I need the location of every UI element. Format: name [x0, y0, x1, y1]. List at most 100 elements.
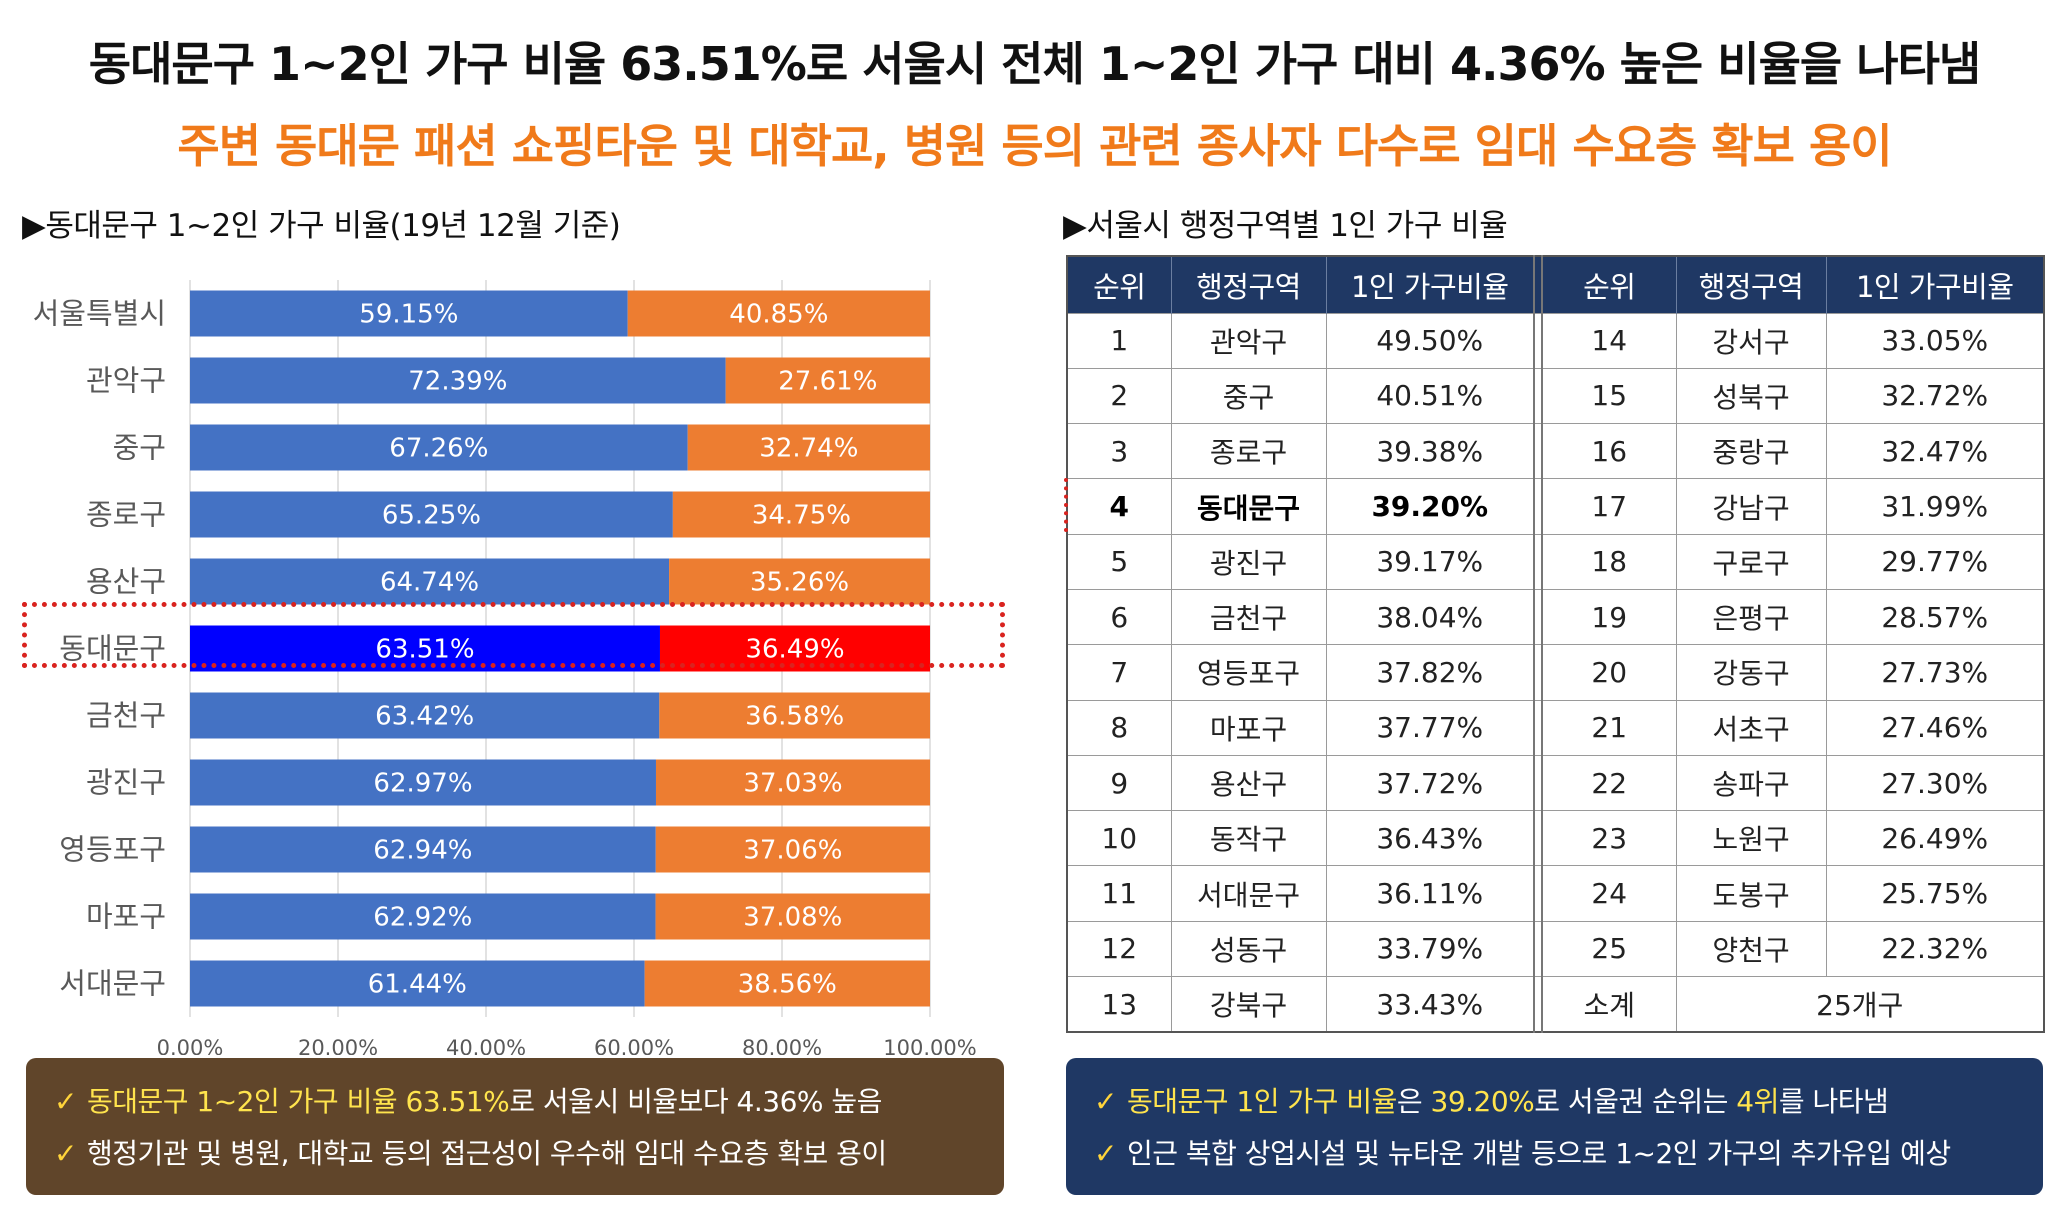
cell-district: 금천구 [1170, 588, 1327, 646]
cell-district: 송파구 [1675, 754, 1827, 812]
cell-rank: 5 [1066, 533, 1172, 590]
x-tick-label: 80.00% [742, 1036, 822, 1055]
table-header-row: 순위 행정구역 1인 가구비율 순위 행정구역 1인 가구비율 [1067, 256, 2045, 313]
cell-rank: 19 [1541, 588, 1677, 646]
data-label-series2: 32.74% [759, 434, 858, 464]
category-label: 영등포구 [59, 833, 166, 867]
data-label-series1: 72.39% [408, 367, 507, 397]
cell-ratio: 38.04% [1325, 588, 1535, 646]
cell-district: 종로구 [1170, 423, 1327, 480]
row-separator [1533, 920, 1543, 978]
row-separator [1533, 754, 1543, 812]
header-rank-2: 순위 [1542, 256, 1677, 313]
data-label-series2: 27.61% [778, 367, 877, 397]
cell-district: 영등포구 [1170, 644, 1327, 701]
bar-series2 [687, 424, 930, 471]
category-label: 서대문구 [59, 967, 166, 1001]
cell-rank: 13 [1066, 976, 1172, 1033]
cell-ratio: 33.43% [1325, 976, 1535, 1033]
summary-text: 행정기관 및 병원, 대학교 등의 접근성이 우수해 임대 수요층 확보 용이 [86, 1137, 887, 1170]
cell-rank: 14 [1541, 312, 1677, 369]
cell-ratio: 36.11% [1325, 865, 1535, 922]
table-row: 10 동작구 36.43% 23 노원구 26.49% [1066, 810, 2045, 867]
category-label: 서울특별시 [33, 297, 166, 331]
cell-ratio: 33.05% [1825, 312, 2045, 369]
cell-ratio: 27.30% [1825, 754, 2045, 812]
cell-rank: 15 [1541, 367, 1677, 425]
cell-ratio: 26.49% [1825, 810, 2045, 867]
data-label-series1: 62.97% [373, 769, 472, 799]
cell-district: 마포구 [1170, 699, 1327, 756]
bar-series2 [659, 692, 930, 739]
bar-series2 [655, 759, 930, 806]
chart-summary-line-2: ✓ 행정기관 및 병원, 대학교 등의 접근성이 우수해 임대 수요층 확보 용이 [54, 1128, 976, 1180]
chart-summary-box: ✓ 동대문구 1~2인 가구 비율 63.51%로 서울시 비율보다 4.36% … [26, 1058, 1004, 1195]
cell-district: 광진구 [1170, 533, 1327, 590]
table-row: 6 금천구 38.04% 19 은평구 28.57% [1066, 588, 2045, 646]
header-separator [1533, 256, 1543, 313]
cell-ratio: 49.50% [1325, 312, 1535, 369]
cell-ratio: 32.47% [1825, 423, 2045, 480]
x-tick-label: 0.00% [157, 1036, 224, 1055]
highlight-row-marker [1064, 478, 1068, 532]
cell-district: 동대문구 [1170, 478, 1327, 535]
cell-rank: 20 [1541, 644, 1677, 701]
cell-ratio: 33.79% [1325, 920, 1535, 978]
cell-rank: 25 [1541, 920, 1677, 978]
chart-section-title: ▶동대문구 1~2인 가구 비율(19년 12월 기준) [22, 208, 621, 244]
cell-ratio: 22.32% [1825, 920, 2045, 978]
bar-series1 [190, 558, 670, 605]
row-separator [1533, 478, 1543, 535]
summary-highlight: 동대문구 1~2인 가구 비율 63.51% [86, 1085, 510, 1118]
cell-ratio: 40.51% [1325, 367, 1535, 425]
cell-rank: 9 [1066, 754, 1172, 812]
cell-ratio: 39.17% [1325, 533, 1535, 590]
header-ratio-1: 1인 가구비율 [1326, 256, 1535, 313]
cell-rank: 17 [1541, 478, 1677, 535]
summary-text: 로 서울권 순위는 [1534, 1085, 1737, 1118]
cell-ratio: 36.43% [1325, 810, 1535, 867]
table-row: 4 동대문구 39.20% 17 강남구 31.99% [1066, 478, 2045, 535]
x-tick-label: 40.00% [446, 1036, 526, 1055]
check-icon: ✓ [1094, 1137, 1117, 1170]
cell-rank: 6 [1066, 588, 1172, 646]
category-label: 광진구 [86, 766, 166, 800]
bar-series2 [669, 558, 930, 605]
cell-rank: 16 [1541, 423, 1677, 480]
table-row: 1 관악구 49.50% 14 강서구 33.05% [1066, 312, 2045, 369]
x-tick-label: 60.00% [594, 1036, 674, 1055]
cell-district: 관악구 [1170, 312, 1327, 369]
check-icon: ✓ [1094, 1085, 1117, 1118]
data-label-series2: 40.85% [729, 300, 828, 330]
bar-series1 [190, 357, 726, 404]
table-row: 11 서대문구 36.11% 24 도봉구 25.75% [1066, 865, 2045, 922]
table-body: 1 관악구 49.50% 14 강서구 33.05% 2 중구 40.51% 15 성북구 32.72… [1066, 312, 2045, 1033]
bar-series2 [644, 960, 930, 1007]
cell-ratio: 37.77% [1325, 699, 1535, 756]
summary-highlight: 동대문구 1인 가구 비율 [1126, 1085, 1397, 1118]
check-icon: ✓ [54, 1137, 77, 1170]
cell-ratio: 37.82% [1325, 644, 1535, 701]
summary-text: 은 [1396, 1085, 1431, 1118]
summary-highlight: 39.20% [1430, 1085, 1535, 1118]
cell-district: 성북구 [1675, 367, 1827, 425]
cell-subtotal-label: 소계 [1541, 976, 1677, 1033]
headline-main: 동대문구 1~2인 가구 비율 63.51%로 서울시 전체 1~2인 가구 대… [88, 37, 1981, 91]
table-row: 12 성동구 33.79% 25 양천구 22.32% [1066, 920, 2045, 978]
data-label-series1: 67.26% [389, 434, 488, 464]
cell-ratio: 31.99% [1825, 478, 2045, 535]
cell-district: 강남구 [1675, 478, 1827, 535]
table-row: 7 영등포구 37.82% 20 강동구 27.73% [1066, 644, 2045, 701]
bar-series1 [190, 960, 645, 1007]
cell-rank: 4 [1066, 478, 1172, 535]
bar-series1 [190, 759, 656, 806]
cell-district: 양천구 [1675, 920, 1827, 978]
table-summary-line-2: ✓ 인근 복합 상업시설 및 뉴타운 개발 등으로 1~2인 가구의 추가유입 예… [1094, 1128, 2015, 1180]
header-ratio-2: 1인 가구비율 [1826, 256, 2045, 313]
data-label-series1: 62.92% [373, 903, 472, 933]
row-separator [1533, 312, 1543, 369]
bar-series1 [190, 491, 673, 538]
cell-ratio: 39.38% [1325, 423, 1535, 480]
bar-series1 [190, 692, 660, 739]
bar-series2 [725, 357, 930, 404]
